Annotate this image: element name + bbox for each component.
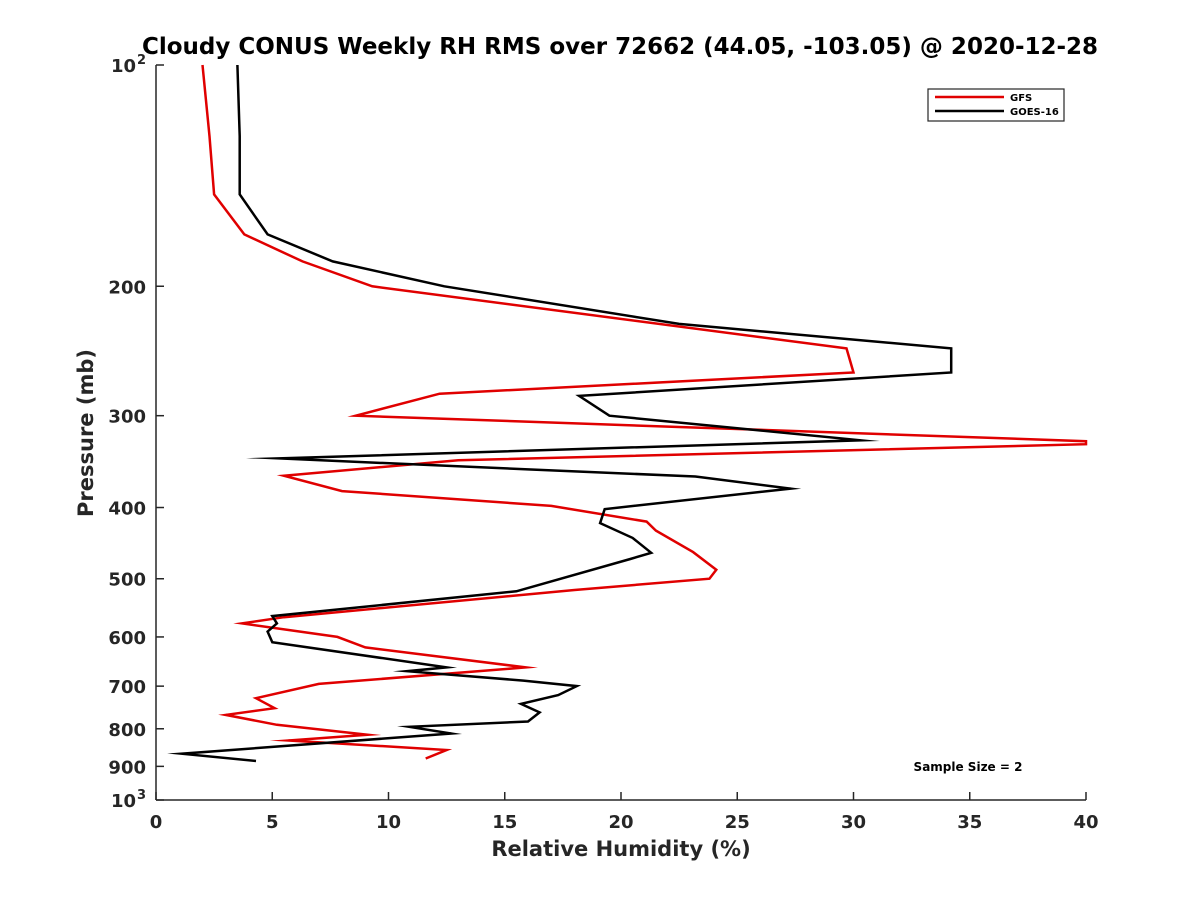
x-tick-label: 15 — [492, 812, 517, 833]
x-axis-ticks: 0 5 10 15 20 25 30 35 40 — [150, 792, 1099, 833]
legend-label-gfs: GFS — [1010, 93, 1032, 104]
chart-title: Cloudy CONUS Weekly RH RMS over 72662 (4… — [142, 34, 1098, 60]
y-tick-exponent: 3 — [137, 788, 146, 803]
y-tick-label: 800 — [108, 720, 146, 741]
x-tick-label: 0 — [150, 812, 163, 833]
x-tick-label: 35 — [957, 812, 982, 833]
x-tick-label: 10 — [376, 812, 401, 833]
y-tick-label: 600 — [108, 628, 146, 649]
y-tick-label: 700 — [108, 677, 146, 698]
legend-box — [927, 88, 1065, 122]
y-tick-label: 300 — [108, 407, 146, 428]
legend: GFS GOES-16 — [927, 88, 1065, 122]
x-tick-label: 40 — [1073, 812, 1098, 833]
y-tick-label: 900 — [108, 757, 146, 778]
x-axis-label: Relative Humidity (%) — [491, 837, 750, 861]
sample-size-annotation: Sample Size = 2 — [914, 760, 1023, 774]
x-tick-label: 30 — [841, 812, 866, 833]
x-tick-label: 5 — [266, 812, 279, 833]
series-line-gfs — [201, 64, 1088, 760]
y-tick-label: 10 — [111, 56, 136, 77]
y-tick-label: 200 — [108, 277, 146, 298]
y-tick-label: 500 — [108, 570, 146, 591]
series-line-goes16 — [167, 64, 953, 763]
legend-label-goes16: GOES-16 — [1010, 107, 1059, 118]
y-tick-label: 10 — [111, 791, 136, 812]
y-tick-label: 400 — [108, 499, 146, 520]
y-tick-exponent: 2 — [137, 53, 146, 68]
y-axis-label: Pressure (mb) — [74, 349, 98, 517]
plot-series-group — [167, 64, 1088, 763]
x-tick-label: 25 — [725, 812, 750, 833]
x-tick-label: 20 — [608, 812, 633, 833]
